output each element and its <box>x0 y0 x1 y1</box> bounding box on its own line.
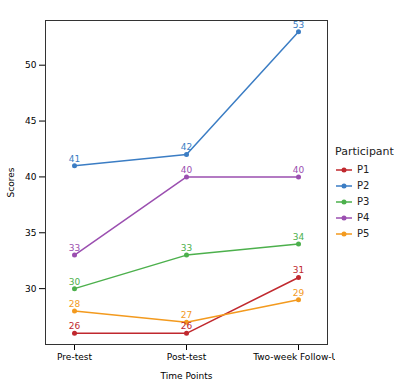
svg-text:Scores: Scores <box>6 167 16 197</box>
svg-text:Pre-test: Pre-test <box>57 352 92 362</box>
html-text:P4: P4 <box>357 212 370 223</box>
svg-text:40: 40 <box>293 165 305 175</box>
svg-text:26: 26 <box>181 321 193 331</box>
svg-text:33: 33 <box>181 243 192 253</box>
svg-text:Time Points: Time Points <box>160 371 213 381</box>
svg-text:42: 42 <box>181 142 192 152</box>
svg-text:26: 26 <box>69 321 81 331</box>
svg-text:40: 40 <box>25 172 37 182</box>
svg-text:31: 31 <box>293 265 304 275</box>
svg-text:33: 33 <box>69 243 80 253</box>
svg-text:Post-test: Post-test <box>167 352 207 362</box>
svg-text:40: 40 <box>181 165 193 175</box>
svg-text:30: 30 <box>25 284 37 294</box>
svg-text:45: 45 <box>25 116 36 126</box>
svg-text:50: 50 <box>25 60 37 70</box>
svg-text:41: 41 <box>69 154 80 164</box>
svg-text:Two-week Follow-Up: Two-week Follow-Up <box>252 352 335 362</box>
html-text:P2: P2 <box>357 180 370 191</box>
svg-text:53: 53 <box>293 20 304 30</box>
svg-text:29: 29 <box>293 288 305 298</box>
html-text:P3: P3 <box>357 196 370 207</box>
html-text:Participant: Participant <box>335 144 394 158</box>
svg-text:35: 35 <box>25 228 36 238</box>
svg-text:28: 28 <box>69 299 81 309</box>
svg-text:30: 30 <box>69 277 81 287</box>
svg-text:27: 27 <box>181 310 192 320</box>
html-text:P5: P5 <box>357 228 370 239</box>
html-text:P1: P1 <box>357 164 370 175</box>
svg-text:34: 34 <box>293 232 305 242</box>
